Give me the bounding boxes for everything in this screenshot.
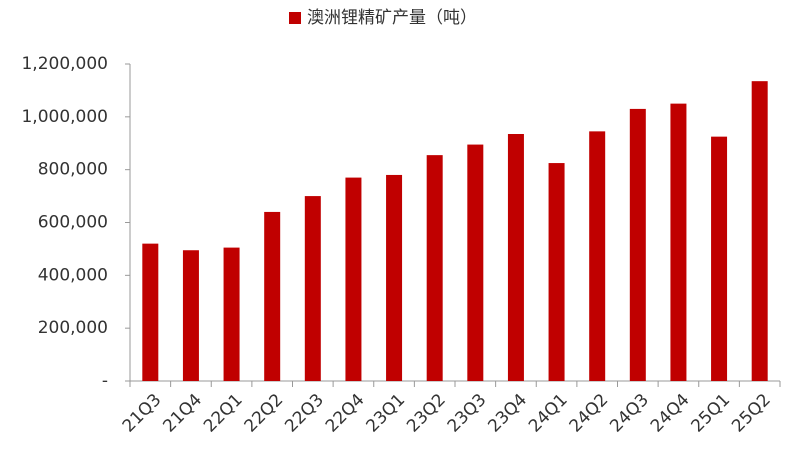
bar — [264, 211, 281, 381]
bar — [711, 136, 728, 381]
x-tick-label: 23Q1 — [363, 390, 410, 437]
bar — [426, 155, 443, 381]
bar — [589, 131, 606, 381]
bar — [548, 163, 565, 381]
x-tick-label: 23Q4 — [484, 390, 531, 437]
x-tick-label: 22Q1 — [200, 390, 247, 437]
bar — [670, 103, 687, 381]
bar — [304, 196, 321, 381]
bar — [507, 134, 524, 381]
legend-swatch — [289, 12, 301, 24]
x-tick-label: 22Q2 — [241, 390, 288, 437]
y-tick-label: 400,000 — [38, 265, 108, 285]
bar — [751, 81, 768, 381]
x-tick-label: 22Q4 — [322, 390, 369, 437]
x-tick-label: 22Q3 — [281, 390, 328, 437]
bar — [223, 247, 240, 381]
y-tick-label: 200,000 — [38, 318, 108, 338]
x-tick-label: 24Q1 — [525, 390, 572, 437]
y-tick-label: 800,000 — [38, 160, 108, 180]
x-tick-label: 25Q2 — [728, 390, 775, 437]
x-tick-label: 25Q1 — [688, 390, 735, 437]
bar — [182, 250, 199, 381]
legend-label: 澳洲锂精矿产量（吨） — [307, 8, 477, 28]
x-tick-label: 24Q4 — [647, 390, 694, 437]
y-tick-label: - — [102, 371, 108, 391]
x-tick-label: 24Q2 — [566, 390, 613, 437]
x-tick-label: 21Q3 — [119, 390, 166, 437]
bar — [467, 144, 484, 381]
x-tick-label: 23Q3 — [444, 390, 491, 437]
y-tick-label: 1,000,000 — [21, 107, 108, 127]
x-tick-label: 21Q4 — [159, 390, 206, 437]
x-tick-label: 24Q3 — [606, 390, 653, 437]
y-tick-label: 600,000 — [38, 213, 108, 233]
x-tick-label: 23Q2 — [403, 390, 450, 437]
bar — [629, 108, 646, 382]
y-tick-label: 1,200,000 — [21, 54, 108, 74]
bar — [386, 174, 403, 381]
bar — [345, 177, 362, 381]
bar — [142, 243, 159, 381]
